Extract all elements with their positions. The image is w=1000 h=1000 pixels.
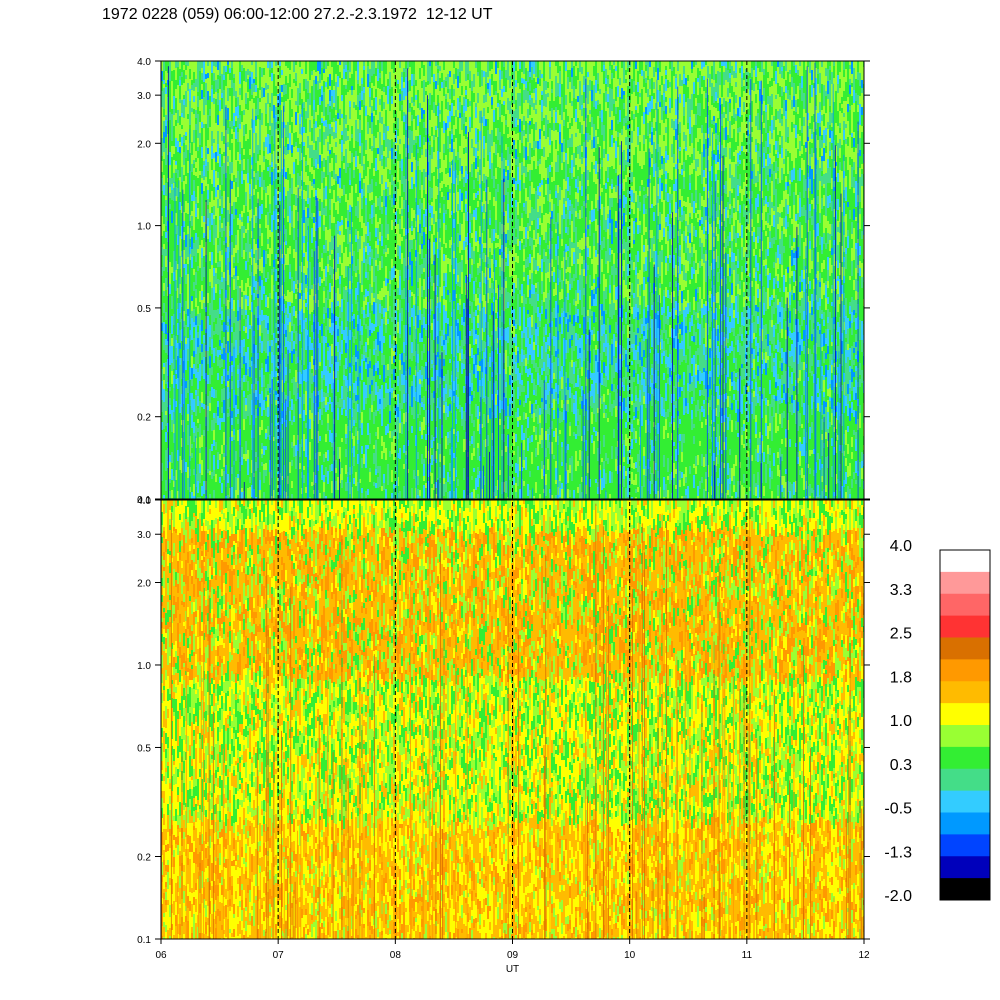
y-tick-label: 0.1 (137, 935, 151, 946)
colorbar-swatch (940, 812, 990, 835)
colorbar-swatch (940, 768, 990, 792)
y-tick-label: 0.2 (137, 413, 151, 424)
colorbar-swatch (940, 703, 990, 726)
x-tick-label: 07 (273, 950, 285, 961)
colorbar: 4.0 3.3 2.5 1.8 1.0 0.3 -0.5 -1.3 -2.0 (884, 538, 991, 905)
colorbar-swatch (940, 856, 990, 879)
colorbar-label: 2.5 (890, 626, 912, 643)
colorbar-swatch (940, 834, 990, 857)
colorbar-swatch (940, 659, 990, 682)
x-tick-label: 08 (390, 950, 402, 961)
x-tick-label: 12 (858, 950, 870, 961)
y-tick-label: 1.0 (137, 661, 151, 672)
colorbar-swatch (940, 615, 990, 638)
colorbar-label: 0.3 (890, 757, 912, 774)
y-tick-label: 3.0 (137, 530, 151, 541)
colorbar-label: 1.0 (890, 713, 912, 730)
y-tick-label: 0.1 (137, 495, 151, 506)
colorbar-label: -2.0 (884, 888, 912, 905)
x-axis-label: UT (506, 964, 519, 975)
colorbar-label: 3.3 (890, 582, 912, 599)
chart-title: 1972 0228 (059) 06:00-12:00 27.2.-2.3.19… (102, 6, 493, 24)
x-tick-label: 09 (507, 950, 519, 961)
axes: 0.10.20.51.02.03.04.00.10.20.51.02.03.04… (137, 57, 870, 975)
colorbar-swatch (940, 746, 990, 770)
colorbar-swatch (940, 681, 990, 704)
x-tick-label: 06 (155, 950, 167, 961)
colorbar-label: -1.3 (884, 844, 912, 861)
colorbar-label: -0.5 (884, 801, 912, 818)
upper-panel-frame (160, 60, 865, 500)
colorbar-swatch (940, 637, 990, 660)
x-tick-label: 10 (624, 950, 636, 961)
x-tick-label: 11 (742, 950, 753, 961)
y-tick-label: 0.5 (137, 304, 151, 315)
y-tick-label: 4.0 (137, 496, 151, 507)
colorbar-swatch (940, 725, 990, 748)
colorbar-swatch (940, 571, 990, 595)
colorbar-frame (939, 549, 991, 901)
y-tick-label: 2.0 (137, 578, 151, 589)
colorbar-swatch (940, 878, 990, 901)
y-tick-label: 2.0 (137, 139, 151, 150)
colorbar-swatch (940, 550, 990, 573)
colorbar-swatch (940, 593, 990, 617)
y-tick-label: 1.0 (137, 222, 151, 233)
colorbar-label: 4.0 (890, 538, 912, 555)
y-tick-label: 3.0 (137, 91, 151, 102)
y-tick-label: 0.2 (137, 853, 151, 864)
colorbar-label: 1.8 (890, 669, 912, 686)
colorbar-swatch (940, 790, 990, 813)
y-tick-label: 4.0 (137, 57, 151, 68)
overlay-lines (277, 61, 748, 939)
y-tick-label: 0.5 (137, 743, 151, 754)
